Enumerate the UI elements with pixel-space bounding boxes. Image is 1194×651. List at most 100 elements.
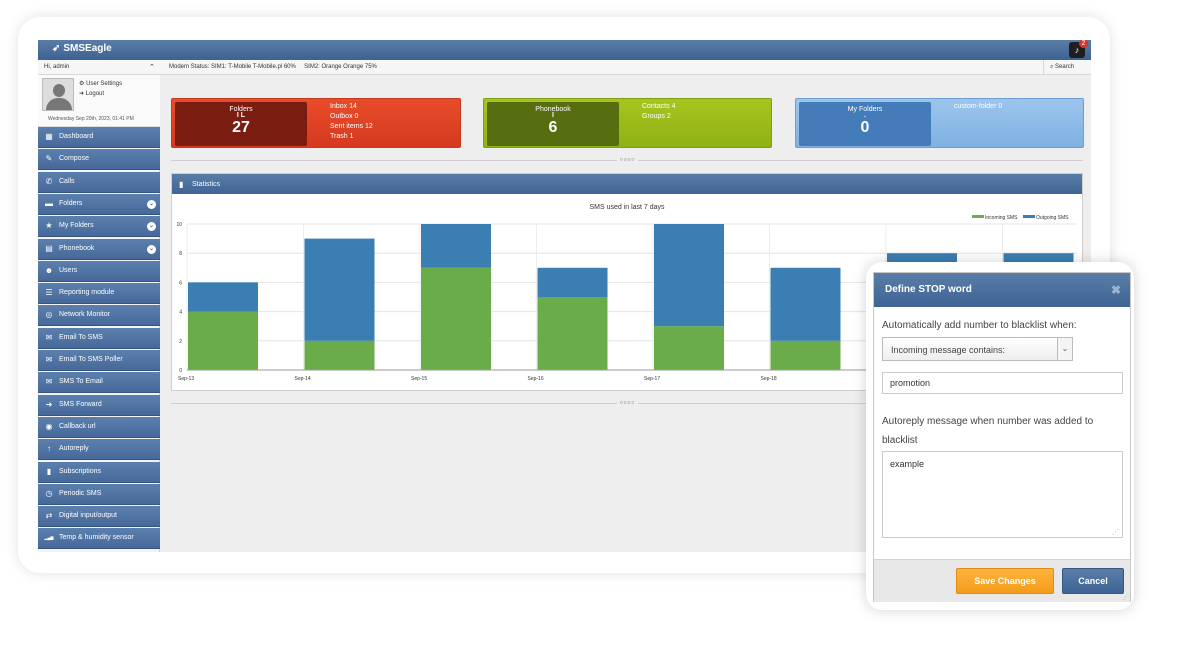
sidebar-item-label: Folders — [59, 199, 83, 207]
sidebar-item-label: Periodic SMS — [59, 489, 102, 497]
sidebar-item-users[interactable]: ☻ Users — [38, 260, 160, 282]
my-folders-tile[interactable]: My Folders . 0 custom-folder 0 — [795, 98, 1084, 148]
bar-outgoing-sms-sep-13[interactable] — [188, 282, 258, 312]
save-changes-button[interactable]: Save Changes — [956, 568, 1054, 594]
folders-tile[interactable]: Folders I L 27 Inbox 14 Outbox 0 Sent it… — [171, 98, 461, 148]
sidebar-item-compose[interactable]: ✎ Compose — [38, 149, 160, 171]
sidebar-item-periodic-sms[interactable]: ◷ Periodic SMS — [38, 483, 160, 505]
bar-outgoing-sms-sep-14[interactable] — [304, 238, 375, 341]
phonebook-tile-title: Phonebook — [535, 106, 571, 113]
pencil-icon: ✎ — [45, 154, 53, 164]
sidebar-item-folders[interactable]: ▬ Folders ⌄ — [38, 193, 160, 215]
sidebar-item-sms-to-email[interactable]: ✉ SMS To Email — [38, 372, 160, 394]
phonebook-item-groups[interactable]: Groups 2 — [642, 113, 671, 120]
brand-name: SMSEagle — [63, 43, 112, 54]
x-tick-label: Sep-13 — [178, 376, 194, 382]
bar-outgoing-sms-sep-18[interactable] — [770, 267, 841, 341]
search-button[interactable]: ⌕ Search — [1043, 60, 1091, 74]
sidebar-item-label: Compose — [59, 155, 89, 163]
bar-outgoing-sms-sep-15[interactable] — [421, 224, 491, 268]
folders-item-outbox[interactable]: Outbox 0 — [330, 113, 359, 120]
y-tick-label: 4 — [179, 310, 182, 316]
user-settings-label: User Settings — [86, 81, 123, 87]
chevron-down-icon[interactable]: ⌄ — [147, 244, 156, 254]
sidebar-item-my-folders[interactable]: ★ My Folders ⌄ — [38, 216, 160, 238]
folders-tile-list: Inbox 14 Outbox 0 Sent items 12 Trash 1 — [330, 102, 373, 142]
folders-item-sent[interactable]: Sent items 12 — [330, 123, 373, 130]
bar-incoming-sms-sep-17[interactable] — [654, 326, 724, 370]
sidebar-item-label: Phonebook — [59, 244, 95, 252]
modem-status: Modem Status: SIM1: T-Mobile T-Mobile.pl… — [169, 64, 377, 70]
sidebar-item-email-to-sms-poller[interactable]: ✉ Email To SMS Poller — [38, 350, 160, 371]
status-bar: Hi, admin ⌃ Modem Status: SIM1: T-Mobile… — [38, 60, 1091, 75]
sidebar-item-dashboard[interactable]: ▦ Dashboard — [38, 127, 160, 148]
sidebar-item-network-monitor[interactable]: ◎ Network Monitor — [38, 305, 160, 327]
sidebar-item-temp-humidity-sensor[interactable]: ▂▄▆ Temp & humidity sensor — [38, 528, 160, 550]
cancel-button[interactable]: Cancel — [1062, 568, 1124, 594]
user-settings-link[interactable]: ⚙ User Settings — [79, 80, 122, 87]
search-icon: ⌕ — [1050, 64, 1054, 70]
bar-incoming-sms-sep-14[interactable] — [304, 340, 375, 370]
chart-title: SMS used in last 7 days — [589, 204, 665, 211]
trigger-select[interactable]: Incoming message contains: — [882, 337, 1073, 361]
phonebook-item-contacts[interactable]: Contacts 4 — [642, 103, 676, 110]
y-tick-label: 2 — [179, 339, 182, 345]
chevron-down-icon[interactable]: ⌄ — [1057, 337, 1073, 361]
my-folders-tile-summary: My Folders . 0 — [799, 102, 931, 146]
notification-badge: 2 — [1079, 40, 1088, 48]
sidebar-item-sms-forward[interactable]: ➜ SMS Forward — [38, 394, 160, 416]
dialog-header: Define STOP word ✖ — [874, 273, 1130, 307]
brand-logo[interactable]: ➶ SMSEagle — [52, 43, 112, 54]
phonebook-tile-icon: I — [552, 112, 554, 119]
divider: oooo — [171, 400, 1083, 406]
sidebar-item-label: Calls — [59, 177, 75, 185]
sidebar-item-reporting-module[interactable]: ☰ Reporting module — [38, 283, 160, 305]
sidebar-item-label: Subscriptions — [59, 467, 102, 475]
user-greeting: Hi, admin — [44, 64, 70, 70]
envelope-icon: ✉ — [45, 332, 53, 342]
sidebar-item-digital-input-output[interactable]: ⇄ Digital input/output — [38, 506, 160, 528]
chevron-up-icon[interactable]: ⌃ — [149, 64, 155, 71]
bar-incoming-sms-sep-16[interactable] — [537, 297, 608, 370]
sidebar-item-label: Dashboard — [59, 133, 94, 140]
sidebar-item-autoreply[interactable]: ↑ Autoreply — [38, 439, 160, 461]
my-folders-tile-icon: . — [864, 112, 866, 119]
resize-grip-icon[interactable]: ⋰ — [1123, 595, 1129, 601]
notifications-button[interactable]: ♪ 2 — [1069, 40, 1088, 58]
logout-link[interactable]: ➜ Logout — [79, 90, 104, 97]
resize-handle-icon[interactable]: ⋰ — [1112, 529, 1119, 536]
sidebar-item-phonebook[interactable]: ▤ Phonebook ⌄ — [38, 238, 160, 260]
phonebook-icon: ▤ — [45, 243, 53, 253]
folders-item-trash[interactable]: Trash 1 — [330, 133, 354, 140]
close-icon[interactable]: ✖ — [1110, 283, 1121, 297]
my-folders-item-custom[interactable]: custom-folder 0 — [954, 103, 1003, 110]
bar-incoming-sms-sep-13[interactable] — [188, 311, 258, 370]
sidebar-item-email-to-sms[interactable]: ✉ Email To SMS — [38, 327, 160, 349]
my-folders-tile-list: custom-folder 0 — [954, 102, 1002, 112]
sidebar-item-calls[interactable]: ✆ Calls — [38, 171, 160, 193]
dialog-footer: Save Changes Cancel ⋰ — [874, 559, 1130, 602]
bell-icon: ♪ — [1074, 45, 1080, 55]
sidebar-item-label: Network Monitor — [59, 311, 110, 319]
search-label: Search — [1055, 64, 1075, 70]
folders-item-inbox[interactable]: Inbox 14 — [330, 103, 357, 110]
bar-outgoing-sms-sep-16[interactable] — [537, 267, 608, 297]
bar-chart-icon: ▮ — [179, 180, 184, 189]
my-folders-tile-value: 0 — [860, 119, 870, 136]
sidebar-item-subscriptions[interactable]: ▮ Subscriptions — [38, 461, 160, 483]
stop-word-input[interactable] — [882, 372, 1123, 394]
bar-chart-icon: ▂▄▆ — [44, 535, 54, 541]
bar-outgoing-sms-sep-17[interactable] — [654, 224, 724, 327]
legend-label: Incoming SMS — [985, 215, 1018, 221]
bar-incoming-sms-sep-15[interactable] — [421, 267, 491, 370]
phonebook-tile[interactable]: Phonebook I 6 Contacts 4 Groups 2 — [483, 98, 772, 148]
star-icon: ★ — [45, 221, 53, 231]
autoreply-textarea[interactable]: example — [882, 451, 1123, 538]
chevron-down-icon[interactable]: ⌄ — [147, 222, 156, 232]
bar-incoming-sms-sep-18[interactable] — [770, 340, 841, 370]
chevron-down-icon[interactable]: ⌄ — [147, 199, 156, 209]
bookmark-icon: ▮ — [46, 466, 52, 476]
y-tick-label: 0 — [179, 368, 182, 374]
phonebook-tile-list: Contacts 4 Groups 2 — [642, 102, 675, 122]
sidebar-item-callback-url[interactable]: ◉ Callback url — [38, 416, 160, 438]
